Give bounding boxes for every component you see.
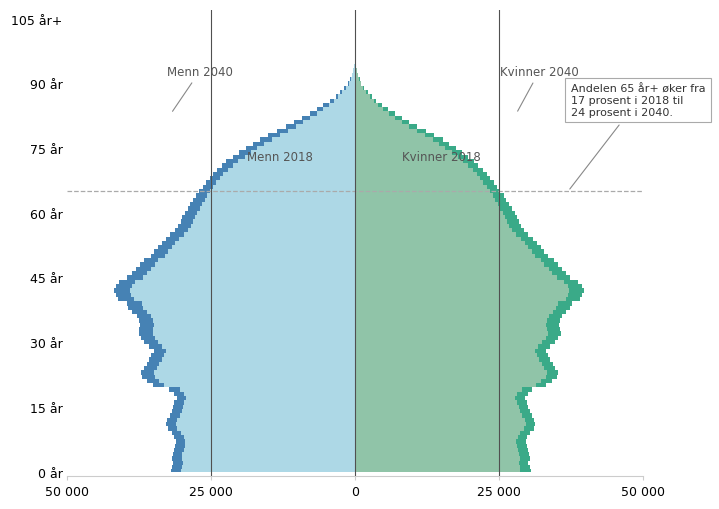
Text: Andelen 65 år+ øker fra
17 prosent i 2018 til
24 prosent i 2040.: Andelen 65 år+ øker fra 17 prosent i 201… [569, 84, 705, 190]
Text: Kvinner 2040: Kvinner 2040 [500, 66, 579, 112]
Text: Kvinner 2018: Kvinner 2018 [402, 151, 481, 164]
Text: Menn 2018: Menn 2018 [247, 151, 313, 164]
Text: Menn 2040: Menn 2040 [167, 66, 233, 112]
